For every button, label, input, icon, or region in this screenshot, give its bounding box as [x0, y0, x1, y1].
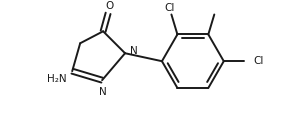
Text: O: O	[105, 1, 113, 11]
Text: H₂N: H₂N	[46, 74, 66, 84]
Text: Cl: Cl	[164, 3, 174, 13]
Text: Cl: Cl	[254, 56, 264, 66]
Text: N: N	[99, 87, 107, 97]
Text: N: N	[130, 46, 138, 56]
